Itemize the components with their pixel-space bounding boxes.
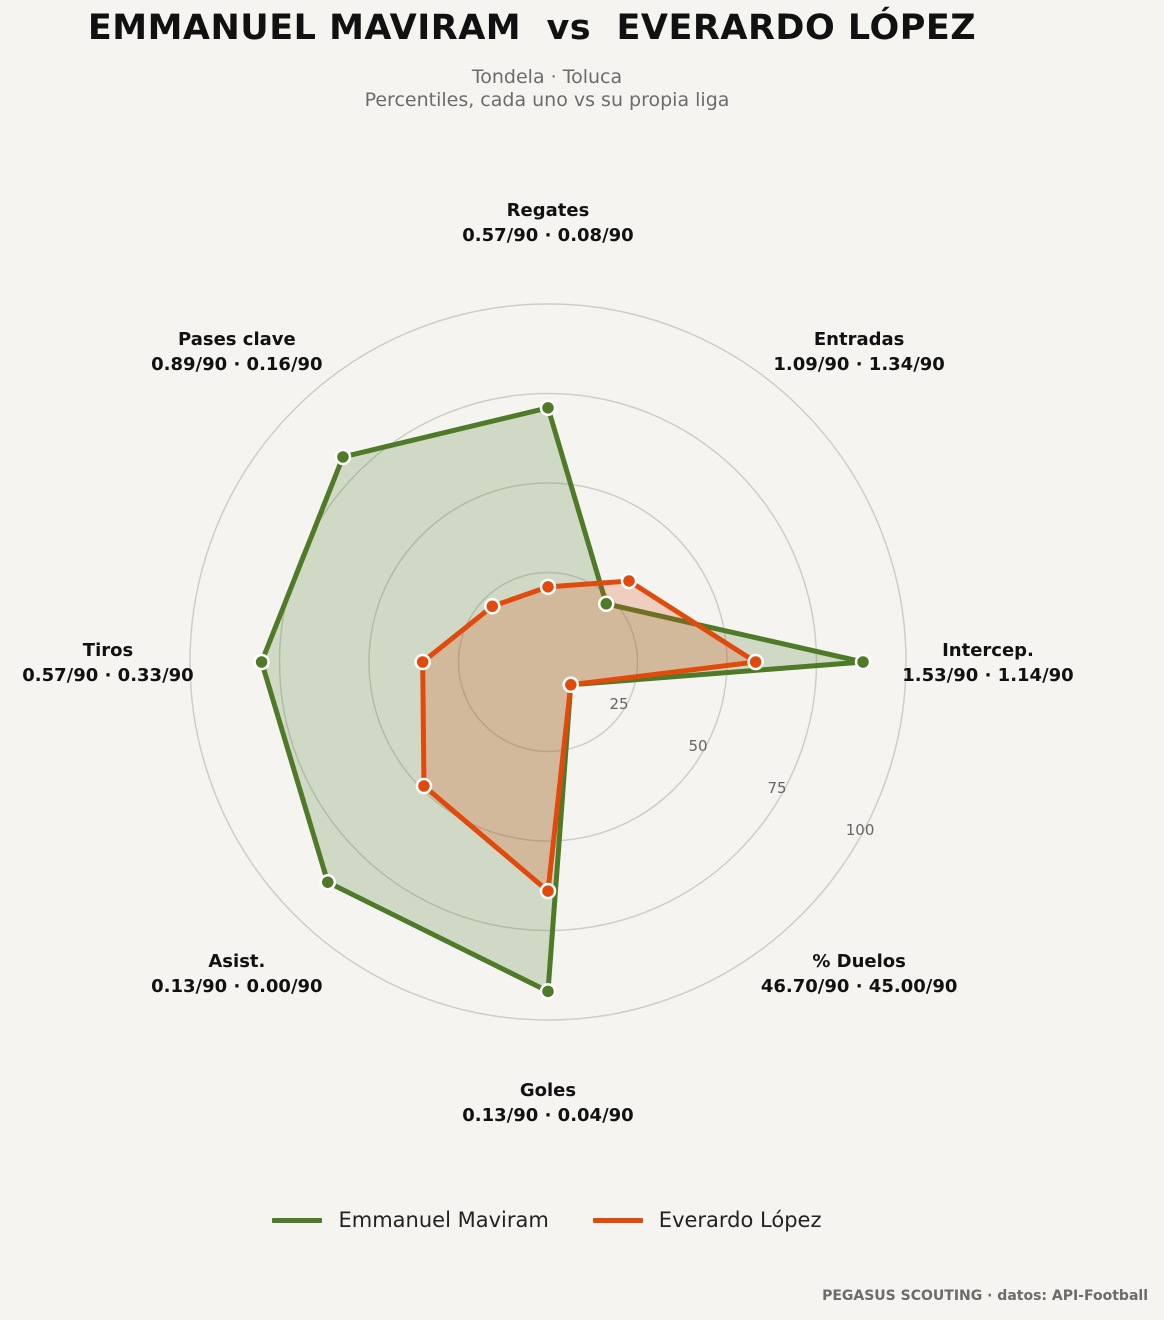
grid-ring-100 [189,303,907,1021]
axis-values-label: 0.89/90 · 0.16/90 [151,354,322,375]
axis-values-label: 0.13/90 · 0.00/90 [151,976,322,997]
axis-label: Tiros [83,640,133,661]
legend-label-player2: Everardo López [658,1208,822,1232]
ring-label: 50 [689,737,708,755]
chart-subtitle-teams: Tondela · Toluca [471,66,623,88]
axis-values-label: 46.70/90 · 45.00/90 [761,976,958,997]
axis-label: % Duelos [812,951,906,972]
legend-swatch-player2 [592,1217,643,1223]
grid-ring-50 [368,482,728,842]
axis-values-label: 0.13/90 · 0.04/90 [462,1105,633,1126]
ring-label: 25 [609,695,628,713]
legend-item-player2: Everardo López [592,1208,822,1232]
legend-label-player1: Emmanuel Maviram [338,1208,549,1232]
axis-values-label: 0.57/90 · 0.08/90 [462,225,633,246]
axis-label: Pases clave [178,329,296,350]
data-point-1-3 [854,653,872,671]
data-point-1-2 [597,595,615,613]
data-point-1-1 [539,399,557,417]
ring-label: 75 [768,779,787,797]
axis-label: Entradas [814,329,904,350]
data-point-1-5 [539,983,557,1000]
data-point-2-8 [484,598,501,615]
data-point-1-7 [253,653,270,671]
axis-label: Asist. [208,951,265,972]
data-point-2-7 [414,653,431,671]
legend-item-player1: Emmanuel Maviram [272,1208,549,1232]
legend-swatch-player1 [272,1217,323,1223]
axis-label: Goles [520,1080,576,1101]
chart-title: EMMANUEL MAVIRAM vs EVERARDO LÓPEZ [87,8,977,48]
chart-subtitle-note: Percentiles, cada uno vs su propia liga [364,89,730,111]
axis-label: Intercep. [942,640,1034,661]
data-point-2-3 [747,653,764,671]
data-point-2-2 [620,572,638,590]
axis-label: Regates [507,200,590,221]
data-point-2-5 [539,882,557,900]
data-point-1-6 [319,873,337,891]
data-point-2-1 [539,578,557,596]
data-point-2-6 [415,777,433,795]
legend: Emmanuel Maviram Everardo López [0,1208,1094,1232]
axis-values-label: 0.57/90 · 0.33/90 [22,665,193,686]
grid-ring-75 [278,392,818,932]
grid-ring-25 [457,571,639,753]
footer-credit: PEGASUS SCOUTING · datos: API-Football [822,1288,1148,1304]
axis-values-label: 1.53/90 · 1.14/90 [902,665,1073,686]
data-point-2-4 [562,676,580,694]
ring-label: 100 [846,821,875,839]
data-point-1-8 [334,448,352,466]
axis-values-label: 1.09/90 · 1.34/90 [773,354,944,375]
